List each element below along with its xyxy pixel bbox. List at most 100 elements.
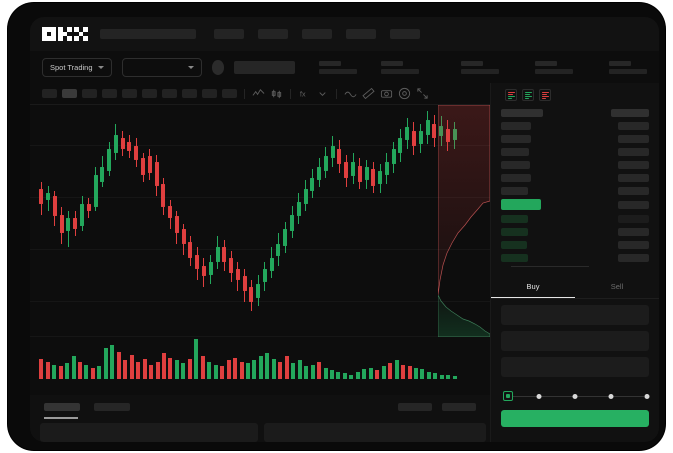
fullscreen-icon[interactable] [416,87,429,100]
order-price-field[interactable] [501,305,649,325]
candle-body [262,269,267,282]
orderbook-ask-row[interactable] [501,132,649,145]
volume-bar [452,376,457,379]
nav-item-0[interactable] [214,29,244,39]
orderbook-ask-row[interactable] [501,171,649,184]
chevron-down-icon[interactable] [316,87,329,100]
bid-amount [618,214,649,223]
volume-bar [271,359,276,379]
volume-bar [58,366,63,379]
settings-icon[interactable] [398,87,411,100]
market-stat-label [609,60,631,66]
orders-tab-0[interactable] [44,403,80,411]
nav-item-4[interactable] [390,29,420,39]
last-price-value [234,60,295,74]
candle-body [93,174,98,208]
candle-body [351,161,355,177]
candle-body [147,156,152,173]
orderbook-bid-row[interactable] [501,212,649,225]
volume-bar [187,359,192,379]
amount-percent-slider[interactable] [503,391,650,401]
camera-icon[interactable] [380,87,393,100]
orders-actions [398,403,476,411]
slider-stop-1[interactable] [536,393,542,399]
volume-bar [433,373,438,379]
orders-action-1[interactable] [442,403,476,411]
orderbook-bid-row[interactable] [501,251,649,264]
orderbook-ask-row[interactable] [501,145,649,158]
order-total-field[interactable] [501,357,649,377]
orderbook-bid-row[interactable] [501,225,649,238]
orders-action-0[interactable] [398,403,432,411]
indicator-icon[interactable]: fx [298,87,311,100]
nav-item-2[interactable] [302,29,332,39]
orderbook-ask-row[interactable] [501,184,649,197]
volume-bar [401,364,406,379]
timeframe-0[interactable] [42,89,57,98]
timeframe-1[interactable] [62,89,77,98]
volume-bar [90,367,95,379]
orderbook-mode-asks-icon[interactable] [539,89,551,101]
ask-amount [618,147,649,156]
timeframe-6[interactable] [162,89,177,98]
orderbook-bid-row[interactable] [501,238,649,251]
tab-sell[interactable]: Sell [610,282,624,291]
slider-handle[interactable] [503,391,513,401]
okx-logo[interactable] [42,27,88,41]
pair-selector-dropdown[interactable] [121,57,202,77]
candlestick-icon[interactable] [270,87,283,100]
volume-bar [420,369,425,379]
volume-bar [284,356,289,379]
candle-body [134,145,139,161]
line-chart-icon[interactable] [252,87,265,100]
ask-amount [618,160,649,169]
candle-body [86,203,91,211]
order-amount-field[interactable] [501,331,649,351]
candle-body [66,218,71,231]
global-search-input[interactable] [100,29,196,39]
place-order-button[interactable] [501,410,649,427]
market-stat-label [535,60,557,66]
orderbook-mode-both-icon[interactable] [505,89,517,101]
nav-item-1[interactable] [258,29,288,39]
candle-body [290,214,295,231]
orderbook-ask-row[interactable] [501,119,649,132]
candle-body [330,145,335,159]
volume-bar [342,373,347,379]
slider-stop-2[interactable] [572,393,578,399]
volume-bar [414,367,418,379]
timeframe-8[interactable] [202,89,217,98]
timeframe-9[interactable] [222,89,237,98]
orderbook-ask-row[interactable] [501,158,649,171]
slider-stop-4[interactable] [644,393,650,399]
market-stat-4 [609,60,647,74]
volume-bar [375,370,380,379]
volume-bar [252,360,257,379]
timeframe-3[interactable] [102,89,117,98]
orderbook-mode-bids-icon[interactable] [522,89,534,101]
chart-gridline [30,197,490,198]
orders-tab-1[interactable] [94,403,130,411]
market-mode-dropdown[interactable]: Spot Trading [42,57,112,77]
candle-body [222,247,227,262]
candle-body [46,192,51,201]
candle-body [249,287,254,302]
orderbook[interactable] [491,106,659,271]
volume-bar [129,354,134,379]
volume-bar [116,351,121,379]
orderbook-divider [511,266,589,267]
volume-bar [149,364,154,379]
wave-icon[interactable] [344,87,357,100]
orders-tabs [30,395,490,419]
slider-stop-3[interactable] [608,393,614,399]
timeframe-7[interactable] [182,89,197,98]
tab-buy[interactable]: Buy [491,275,575,298]
volume-bar [194,339,199,379]
timeframe-4[interactable] [122,89,137,98]
timeframe-2[interactable] [82,89,97,98]
price-chart[interactable] [30,105,490,395]
ruler-icon[interactable] [362,87,375,100]
nav-item-3[interactable] [346,29,376,39]
timeframe-5[interactable] [142,89,157,98]
candle-body [59,214,64,233]
